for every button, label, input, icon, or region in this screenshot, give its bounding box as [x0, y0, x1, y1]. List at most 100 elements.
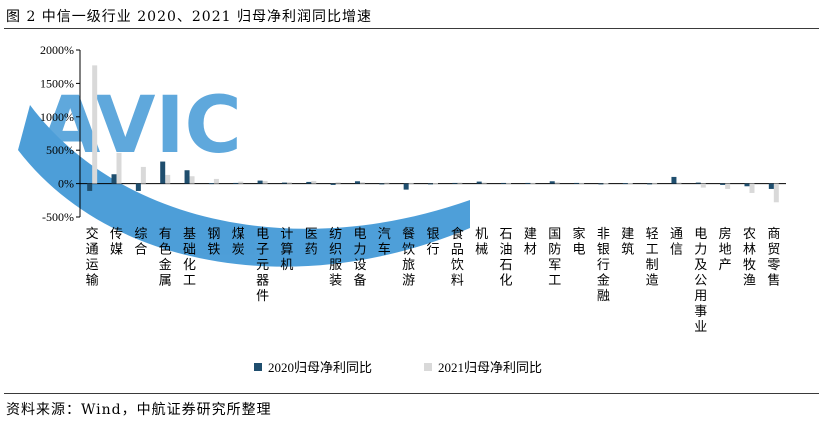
- category-label: 房地产: [719, 226, 732, 273]
- legend-swatch-2020: [254, 363, 262, 371]
- category-label: 建筑: [621, 227, 634, 258]
- category-label: 基础化工: [183, 227, 196, 289]
- category-label: 计算机: [280, 227, 293, 273]
- bar-2021: [773, 183, 779, 203]
- bar-2021: [554, 182, 560, 184]
- source-divider: [4, 393, 819, 394]
- y-tick-label: -500%: [42, 210, 74, 224]
- y-tick-label: 1000%: [40, 110, 74, 124]
- category-label: 有色金属: [159, 227, 172, 289]
- y-tick-label: 1500%: [40, 76, 74, 90]
- bar-2020: [428, 183, 433, 185]
- watermark-text: AVIC: [40, 81, 242, 171]
- bar-2020: [379, 183, 385, 185]
- bar-2021: [213, 178, 219, 184]
- bar-2021: [238, 181, 244, 184]
- bar-2021: [262, 180, 268, 184]
- bar-2021: [116, 152, 122, 184]
- category-label: 非银行金融: [597, 227, 610, 304]
- bar-2021: [335, 182, 341, 184]
- category-label: 传媒: [110, 227, 123, 258]
- bar-2021: [700, 183, 706, 188]
- category-label: 家电: [573, 226, 586, 258]
- category-label: 国防军工: [548, 227, 561, 289]
- bar-2021: [676, 182, 682, 184]
- bar-2020: [768, 183, 774, 189]
- bar-2021: [165, 174, 171, 184]
- bar-2021: [506, 182, 512, 184]
- bar-2021: [359, 182, 365, 184]
- bar-2021: [725, 183, 731, 189]
- watermark: AVIC: [18, 81, 470, 267]
- bar-2020: [160, 161, 166, 184]
- category-label: 钢铁: [207, 227, 220, 258]
- bar-2020: [574, 182, 580, 184]
- legend-label-2020: 2020归母净利同比: [268, 360, 372, 375]
- watermark-swoosh: [18, 105, 470, 267]
- bar-2020: [476, 181, 482, 184]
- figure-title: 图 2 中信一级行业 2020、2021 归母净利润同比增速: [6, 9, 372, 25]
- bar-2021: [433, 183, 438, 185]
- bar-2021: [603, 183, 609, 185]
- y-tick-label: 0%: [58, 177, 74, 191]
- bar-2020: [281, 182, 287, 184]
- category-label: 食品饮料: [451, 226, 464, 289]
- category-label: 汽车: [378, 227, 391, 258]
- category-label: 餐饮旅游: [402, 226, 415, 289]
- category-label: 通信: [670, 227, 683, 258]
- y-tick-label: 2000%: [40, 43, 74, 57]
- title-divider: [4, 28, 819, 29]
- bar-2021: [481, 182, 487, 184]
- category-label: 交通运输: [86, 226, 99, 289]
- category-label: 石油石化: [500, 227, 513, 289]
- category-label: 商贸零售: [767, 227, 780, 289]
- category-label: 银行: [426, 227, 439, 258]
- category-label: 综合: [134, 227, 147, 258]
- bar-2020: [403, 183, 409, 190]
- bar-2020: [111, 174, 117, 184]
- bar-2021: [189, 176, 195, 184]
- bar-2020: [184, 170, 190, 184]
- category-label: 机械: [475, 227, 488, 258]
- bar-2021: [92, 65, 98, 184]
- bar-2020: [208, 183, 214, 185]
- bar-2020: [87, 183, 93, 191]
- category-label: 煤炭: [232, 227, 245, 258]
- bar-2020: [501, 182, 507, 184]
- bar-2021: [579, 182, 585, 184]
- y-tick-label: 500%: [46, 143, 74, 157]
- series-2021-bars: [92, 65, 779, 203]
- legend: 2020归母净利同比 2021归母净利同比: [254, 360, 542, 375]
- category-label: 建材: [524, 227, 537, 258]
- category-label: 农林牧渔: [743, 227, 756, 289]
- bar-2020: [306, 181, 312, 184]
- bar-2020: [525, 182, 531, 184]
- bar-2021: [408, 182, 414, 184]
- bar-2020: [744, 183, 750, 187]
- bar-2020: [598, 183, 604, 185]
- bar-2021: [652, 182, 658, 184]
- bar-2020: [720, 183, 726, 185]
- bar-2021: [457, 182, 463, 184]
- category-label: 电子元器件: [256, 227, 269, 304]
- bar-2021: [311, 180, 317, 184]
- series-2020-bars: [87, 161, 774, 191]
- bar-2020: [647, 183, 653, 185]
- bar-2020: [549, 181, 555, 184]
- bar-2020: [233, 182, 239, 184]
- category-label: 电力设备: [353, 227, 366, 289]
- category-label: 轻工制造: [646, 227, 659, 289]
- bar-2020: [695, 182, 701, 184]
- bar-2020: [354, 181, 360, 184]
- bar-2021: [627, 183, 633, 185]
- bar-2021: [530, 182, 536, 184]
- legend-label-2021: 2021归母净利同比: [438, 360, 542, 375]
- bar-2020: [671, 176, 677, 184]
- bar-2020: [257, 180, 263, 184]
- bar-2020: [330, 183, 336, 185]
- bar-2020: [622, 183, 628, 185]
- category-label: 电力及公用事业: [694, 227, 707, 335]
- source-note: 资料来源：Wind，中航证券研究所整理: [6, 402, 272, 418]
- category-label: 医药: [305, 227, 318, 258]
- bar-chart: AVIC -500% 0% 500% 1000% 1500% 2000% 交通运输传媒综合…: [18, 43, 786, 375]
